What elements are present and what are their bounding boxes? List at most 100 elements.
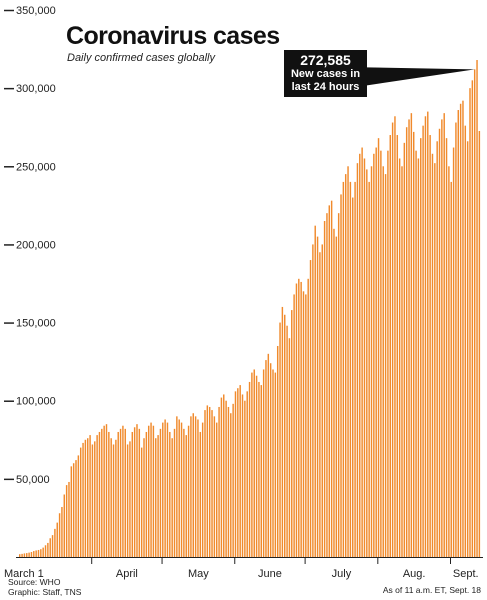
bar-day-8 xyxy=(37,549,40,557)
bar-day-66 xyxy=(173,428,176,557)
bar-day-155 xyxy=(382,166,384,558)
bar-day-144 xyxy=(356,163,359,557)
bar-day-7 xyxy=(35,550,37,557)
bar-day-52 xyxy=(140,447,143,557)
bar-day-26 xyxy=(79,447,82,557)
bar-day-196 xyxy=(478,130,481,558)
bar-day-39 xyxy=(110,438,112,557)
bar-day-85 xyxy=(218,406,220,557)
y-axis: 50,000 100,000 150,000 200,000 250,000 300,00… xyxy=(4,5,56,486)
latest-value-callout: 272,585 New cases in last 24 hours xyxy=(284,50,367,97)
bar-day-74 xyxy=(192,413,194,557)
x-tick-label: Aug. xyxy=(403,568,426,580)
bar-day-34 xyxy=(98,431,101,557)
bar-day-58 xyxy=(155,438,157,557)
bar-day-62 xyxy=(164,419,166,557)
bar-day-154 xyxy=(380,150,382,557)
bar-day-44 xyxy=(122,425,124,557)
bar-day-99 xyxy=(251,372,253,557)
bar-day-131 xyxy=(326,213,328,558)
bar-day-108 xyxy=(272,369,274,557)
bar-day-83 xyxy=(213,416,216,557)
bar-day-95 xyxy=(241,394,244,557)
bar-day-160 xyxy=(394,116,396,558)
bar-day-110 xyxy=(276,346,279,557)
bar-day-92 xyxy=(234,391,237,557)
y-tick-label: 200,000 xyxy=(16,239,56,251)
bar-day-60 xyxy=(159,428,162,557)
bar-day-159 xyxy=(391,122,394,557)
bar-day-56 xyxy=(150,422,152,557)
bar-day-195 xyxy=(476,60,478,557)
bar-day-72 xyxy=(187,425,190,557)
bar-day-166 xyxy=(408,119,410,558)
y-tick-label: 300,000 xyxy=(16,83,56,95)
bar-day-12 xyxy=(47,542,49,557)
y-tick-label: 250,000 xyxy=(16,161,56,173)
bar-day-133 xyxy=(330,200,333,558)
bar-day-119 xyxy=(298,278,300,557)
bar-day-90 xyxy=(230,413,232,557)
bar-day-41 xyxy=(115,439,117,557)
bar-day-116 xyxy=(291,310,293,557)
bar-day-22 xyxy=(70,466,73,557)
bar-day-29 xyxy=(87,438,89,557)
bar-day-21 xyxy=(68,481,70,557)
bar-day-68 xyxy=(178,419,180,557)
bar-day-115 xyxy=(288,338,291,557)
as-of-note: As of 11 a.m. ET, Sept. 18 xyxy=(382,585,481,595)
bar-day-127 xyxy=(316,236,319,558)
chart-subtitle: Daily confirmed cases globally xyxy=(67,52,215,64)
bar-day-161 xyxy=(396,135,399,557)
y-tick-label: 50,000 xyxy=(16,474,50,486)
bar-day-183 xyxy=(448,166,450,558)
bar-day-126 xyxy=(314,225,316,558)
bar-day-149 xyxy=(368,181,370,557)
bar-day-112 xyxy=(281,306,284,557)
bar-day-98 xyxy=(248,381,251,557)
callout-pointer xyxy=(367,67,475,86)
bar-day-10 xyxy=(42,547,44,557)
bar-day-79 xyxy=(204,410,206,557)
bar-day-71 xyxy=(185,435,187,557)
bar-day-122 xyxy=(305,294,307,557)
bar-day-134 xyxy=(333,228,335,558)
bar-day-179 xyxy=(438,128,441,557)
bar-day-4 xyxy=(28,552,30,557)
bar-day-11 xyxy=(44,545,47,557)
x-tick-label: May xyxy=(188,568,209,580)
x-tick-label: March 1 xyxy=(4,568,44,580)
bar-day-88 xyxy=(225,400,227,557)
bar-day-54 xyxy=(145,431,148,557)
bar-day-51 xyxy=(138,428,141,557)
bar-day-86 xyxy=(220,397,223,557)
bar-day-84 xyxy=(215,422,218,557)
bar-day-125 xyxy=(312,244,314,557)
x-tick-label: Sept. xyxy=(453,568,479,580)
bar-day-9 xyxy=(40,549,42,557)
bar-day-75 xyxy=(194,416,197,557)
bar-day-42 xyxy=(117,431,119,557)
y-tick-label: 350,000 xyxy=(16,5,56,17)
bar-day-93 xyxy=(237,388,239,557)
bar-day-2 xyxy=(23,553,26,557)
bar-day-38 xyxy=(108,431,110,557)
bar-day-61 xyxy=(162,422,164,557)
bar-day-13 xyxy=(49,538,51,557)
bar-day-187 xyxy=(457,110,459,558)
bar-day-138 xyxy=(342,181,345,557)
source-credit: Source: WHO Graphic: Staff, TNS xyxy=(8,577,81,597)
bar-day-32 xyxy=(94,441,96,557)
bar-day-128 xyxy=(319,252,321,558)
bar-day-3 xyxy=(26,553,28,557)
bar-day-82 xyxy=(211,410,213,557)
bar-day-192 xyxy=(469,88,471,557)
bar-day-30 xyxy=(89,435,91,557)
bar-day-191 xyxy=(466,141,469,557)
bar-day-23 xyxy=(72,463,75,557)
callout-line-2: last 24 hours xyxy=(291,81,360,93)
bar-day-104 xyxy=(262,369,265,557)
bar-day-47 xyxy=(129,441,131,557)
bar-day-106 xyxy=(267,353,270,557)
callout-line-1: New cases in xyxy=(290,68,361,80)
